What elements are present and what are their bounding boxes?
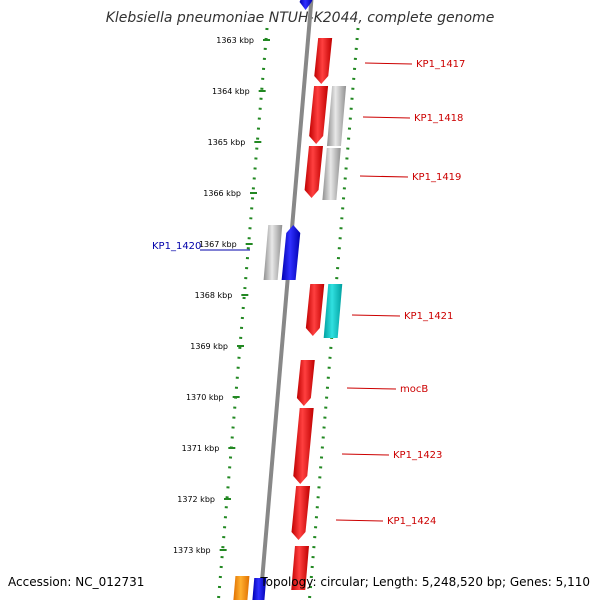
accession-text: Accession: NC_012731: [8, 575, 145, 589]
gene-label[interactable]: KP1_1419: [412, 172, 461, 183]
gene-label[interactable]: KP1_1421: [404, 311, 453, 322]
gene-label[interactable]: KP1_1418: [414, 113, 463, 124]
feature-gray-3[interactable]: [263, 225, 283, 280]
feature-gray-1[interactable]: [326, 86, 347, 146]
gene-label-leader: [359, 175, 409, 178]
ruler-tick-label: 1368 kbp: [195, 291, 233, 300]
gene-label-leader: [346, 387, 397, 390]
gene-label[interactable]: KP1_1420: [152, 241, 201, 252]
gene-arrow-kp1-1421[interactable]: [305, 284, 325, 336]
gene-label-leader: [351, 314, 401, 317]
gene-label[interactable]: KP1_1424: [387, 516, 436, 527]
ruler-dotted-line-left: [216, 27, 269, 600]
gene-arrow-kp1-1419[interactable]: [304, 146, 323, 198]
gene-arrow-kp1-1424[interactable]: [291, 486, 311, 540]
ruler-tick-label: 1367 kbp: [199, 240, 237, 249]
ruler-tick-label: 1370 kbp: [186, 393, 224, 402]
gene-arrow-mocb[interactable]: [296, 360, 315, 406]
ruler-tick-label: 1373 kbp: [173, 546, 211, 555]
gene-arrow-kp1-1417[interactable]: [314, 38, 333, 84]
gene-arrow-bottom-blue[interactable]: [252, 578, 267, 600]
ruler-tick-label: 1365 kbp: [208, 138, 246, 147]
ruler-tick-label: 1372 kbp: [177, 495, 215, 504]
gene-arrow-top-blue[interactable]: [299, 0, 313, 10]
gene-label-leader: [364, 62, 413, 65]
topology-text: Topology: circular; Length: 5,248,520 bp…: [260, 575, 590, 589]
gene-label[interactable]: KP1_1417: [416, 59, 465, 70]
gene-label-leader: [335, 519, 384, 522]
gene-label-leader: [362, 116, 411, 119]
ruler-tick-label: 1364 kbp: [212, 87, 250, 96]
ruler-tick-label: 1371 kbp: [182, 444, 220, 453]
gene-label-leader: [341, 453, 390, 456]
feature-orange[interactable]: [233, 576, 250, 600]
feature-teal[interactable]: [323, 284, 343, 338]
ruler-tick-label: 1363 kbp: [216, 36, 254, 45]
ruler-tick-label: 1366 kbp: [203, 189, 241, 198]
gene-arrow-kp1-1423[interactable]: [293, 408, 314, 484]
feature-gray-2[interactable]: [322, 148, 341, 200]
gene-arrow-kp1-1420[interactable]: [281, 225, 301, 280]
gene-arrow-kp1-1418[interactable]: [309, 86, 329, 144]
ruler-tick-label: 1369 kbp: [190, 342, 228, 351]
gene-label[interactable]: mocB: [400, 384, 428, 395]
gene-label[interactable]: KP1_1423: [393, 450, 442, 461]
genome-backbone: [258, 0, 314, 600]
gene-arrow-bottom-red[interactable]: [291, 546, 309, 590]
genome-title: Klebsiella pneumoniae NTUH-K2044, comple…: [105, 10, 495, 26]
